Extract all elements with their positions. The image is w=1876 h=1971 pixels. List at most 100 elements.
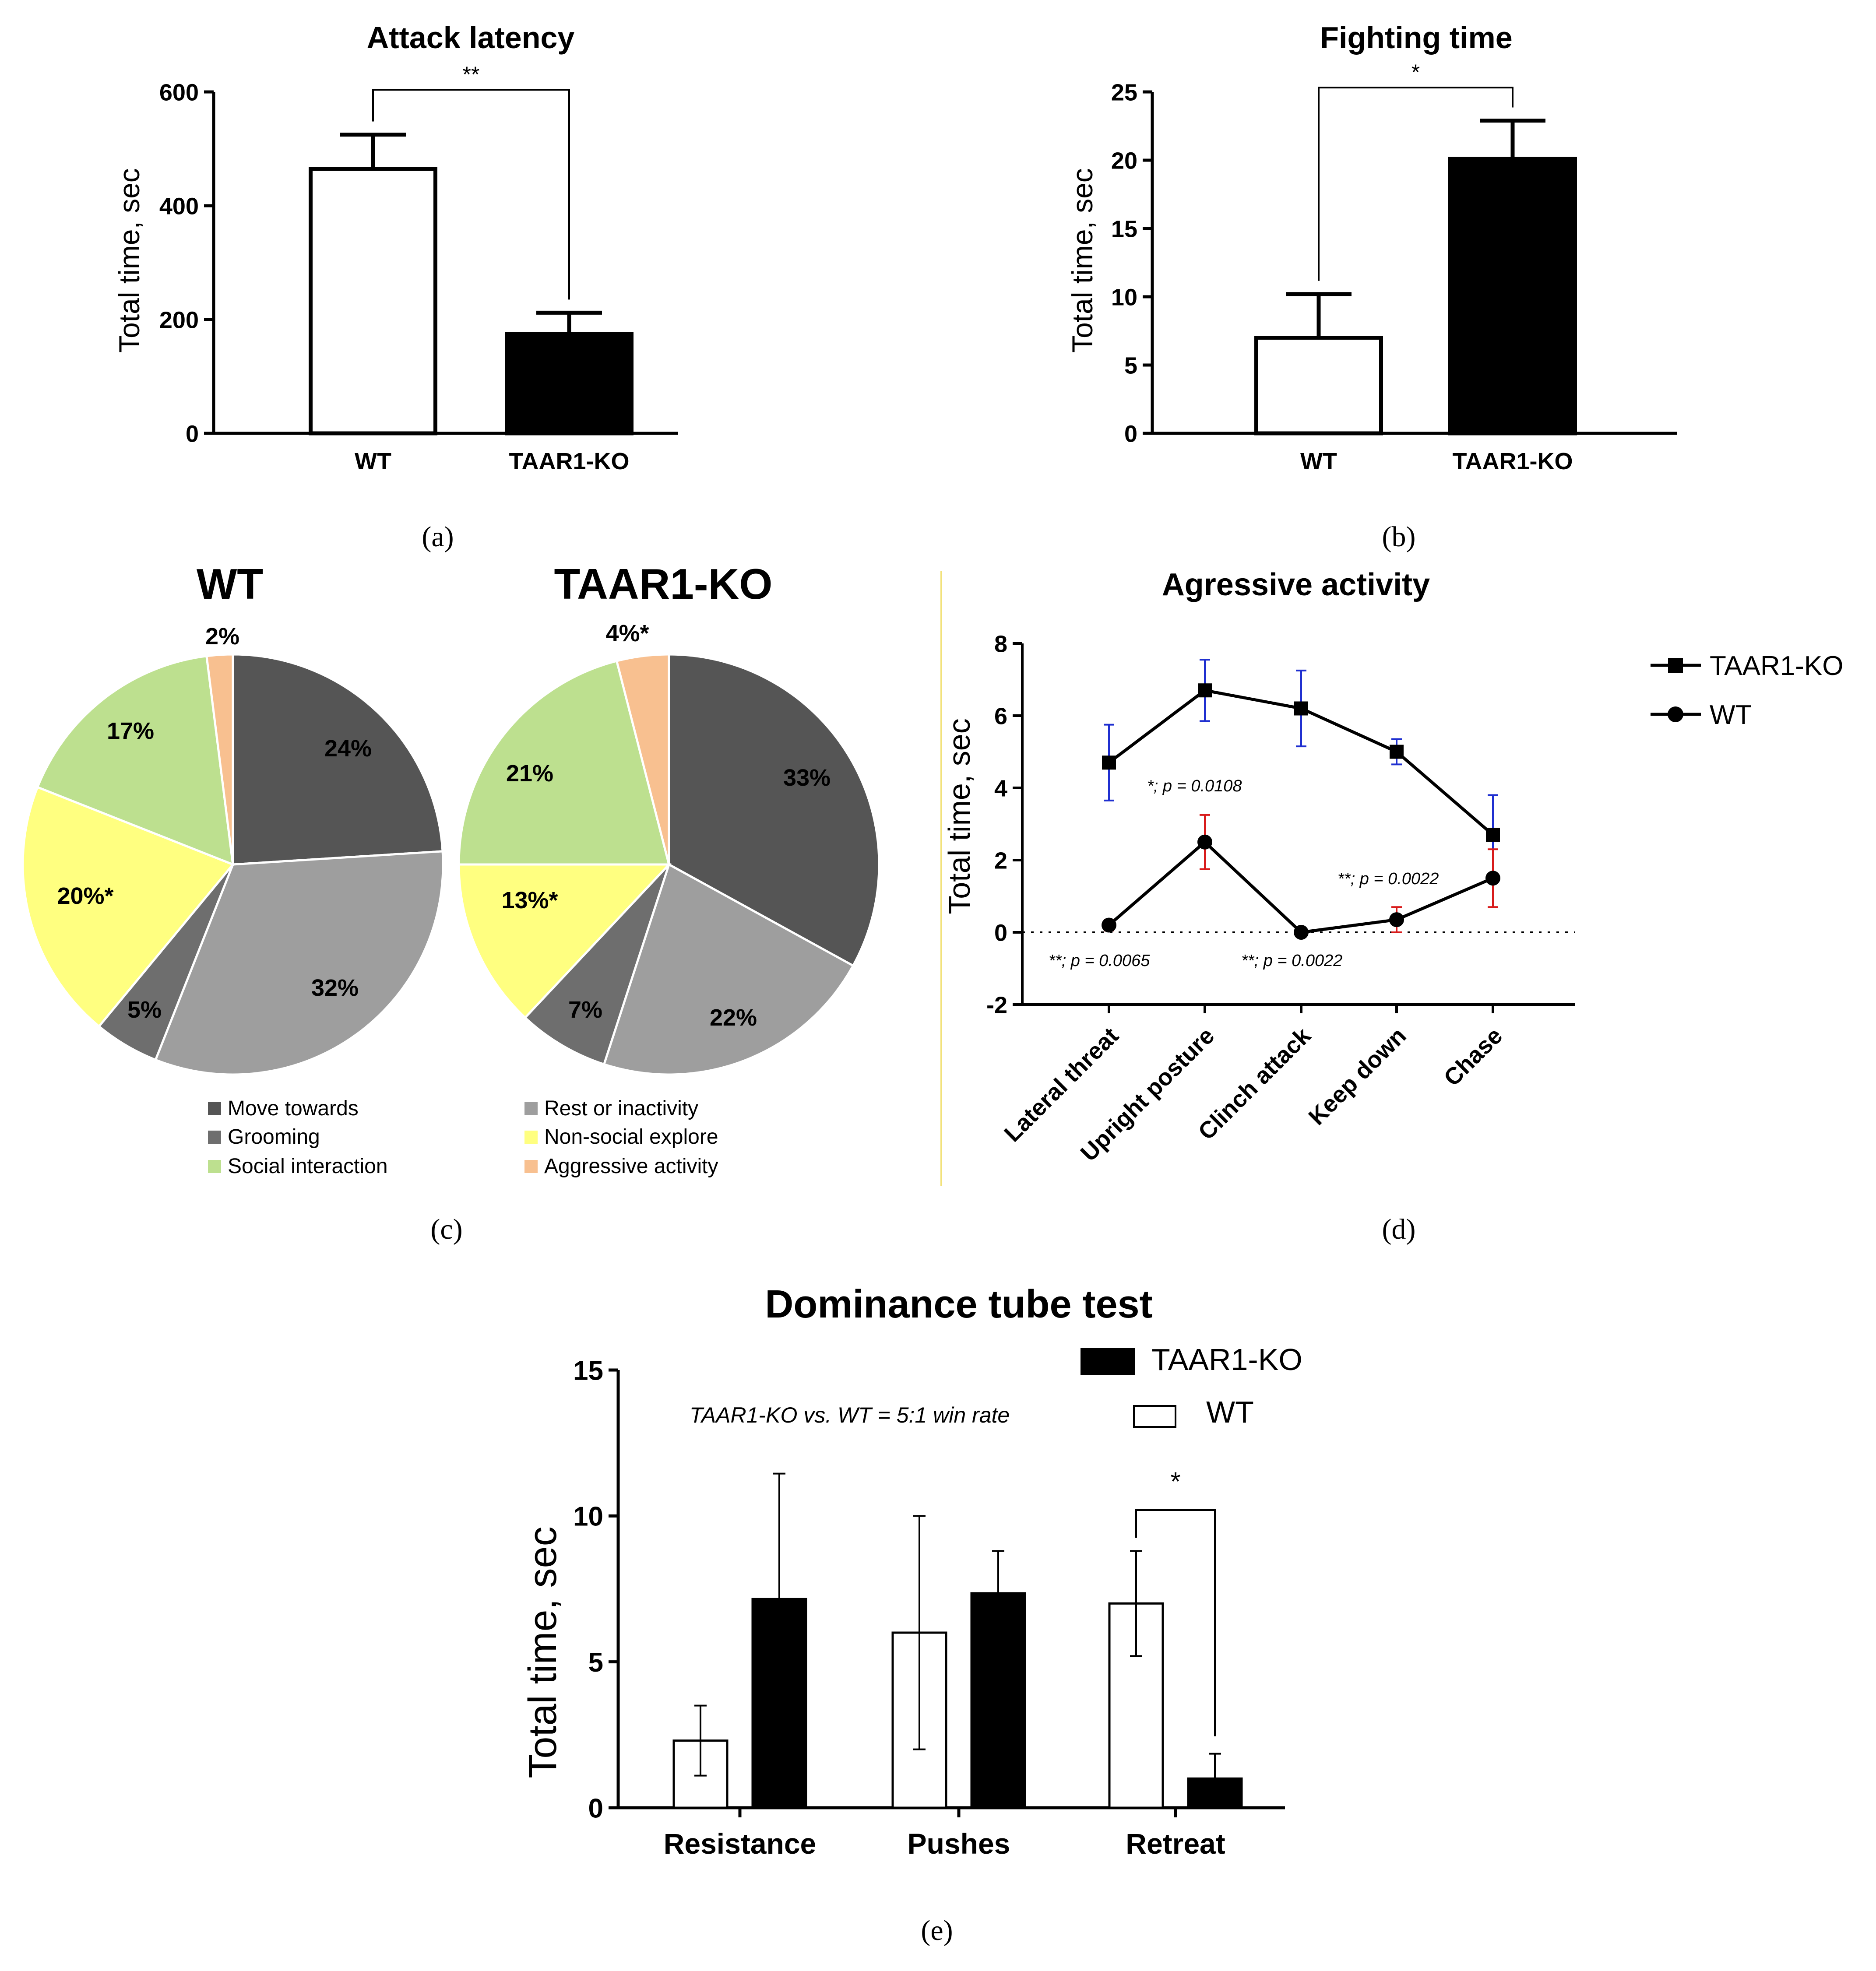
p-value-annotation: **; p = 0.0022 <box>1241 952 1342 970</box>
panel-e-label: (e) <box>921 1915 953 1946</box>
data-point-square <box>1390 745 1404 759</box>
p-value-annotation: **; p = 0.0022 <box>1337 870 1439 888</box>
legend-label: WT <box>1206 1395 1254 1429</box>
panel-a-title: Attack latency <box>367 21 575 55</box>
panel-e-legend: TAAR1-KO WT <box>1081 1342 1302 1429</box>
panel-e-bars: * <box>672 1467 1243 1809</box>
significance-bracket <box>1135 1509 1216 1736</box>
legend-marker-circle <box>1668 706 1683 722</box>
y-tick-label: 5 <box>588 1648 603 1678</box>
data-point-circle <box>1294 925 1309 940</box>
legend-swatch <box>1133 1405 1176 1428</box>
panel-d-label: (d) <box>1382 1213 1416 1245</box>
x-tick-label: WT <box>355 448 391 474</box>
y-tick-label: 600 <box>159 79 199 105</box>
x-tick-label: Keep down <box>1303 1022 1411 1130</box>
pie-slice <box>232 653 444 866</box>
legend-label: Aggressive activity <box>544 1155 718 1178</box>
data-point-square <box>1102 755 1116 770</box>
significance-marker: * <box>1411 60 1420 84</box>
panel-b-label: (b) <box>1382 521 1416 553</box>
panel-b-ylabel: Total time, sec <box>1066 168 1098 353</box>
y-tick-label: 0 <box>186 421 199 447</box>
legend-label: Move towards <box>228 1097 359 1120</box>
y-tick-label: 0 <box>994 920 1007 946</box>
legend-label: TAAR1-KO <box>1710 651 1843 681</box>
legend-swatch <box>524 1102 538 1115</box>
pie-slice-label: 32% <box>311 975 359 1001</box>
legend-label: TAAR1-KO <box>1151 1342 1302 1377</box>
y-tick-label: 200 <box>159 307 199 333</box>
panel-b-bars: * <box>1254 60 1577 436</box>
y-tick-label: 20 <box>1111 148 1137 174</box>
pie-slice <box>36 654 235 866</box>
data-point-square <box>1486 828 1500 842</box>
pie-slice-label: 24% <box>324 735 372 762</box>
legend-label: WT <box>1710 700 1752 730</box>
significance-marker: * <box>1170 1467 1180 1496</box>
pie-slice <box>615 653 670 865</box>
bar <box>1448 157 1577 436</box>
y-tick-label: 4 <box>994 775 1007 801</box>
panel-d-ylabel: Total time, sec <box>942 718 976 914</box>
legend-label: Grooming <box>228 1125 320 1149</box>
legend-marker-square <box>1668 658 1683 673</box>
pie-slice <box>21 786 235 1028</box>
legend-swatch <box>524 1160 538 1173</box>
pie-slice-label: 20%* <box>57 883 113 909</box>
pie-slice <box>205 653 234 865</box>
y-tick-label: 0 <box>1124 421 1137 447</box>
data-point-circle <box>1102 917 1116 933</box>
y-tick-label: 15 <box>1111 216 1137 242</box>
pie-wt: 24% 32% 5% 20%* 17% 2% <box>21 623 444 1076</box>
data-point-square <box>1198 683 1212 698</box>
x-tick-label: TAAR1-KO <box>1453 448 1573 474</box>
data-point-circle <box>1197 834 1212 850</box>
pie-slice-label: 22% <box>710 1005 757 1031</box>
y-tick-label: 0 <box>588 1793 603 1823</box>
panel-a-label: (a) <box>422 521 454 553</box>
x-tick-label: Pushes <box>908 1827 1010 1860</box>
significance-bracket <box>372 89 570 300</box>
bar <box>505 332 634 436</box>
bar <box>1254 336 1383 436</box>
panel-d-title: Agressive activity <box>1162 567 1430 602</box>
x-tick-label: Retreat <box>1126 1827 1225 1860</box>
legend-swatch <box>524 1131 538 1144</box>
panel-c-pie-charts: WT TAAR1-KO 24% 32% 5% 20%* 17% 2% 33% 22% 7% 13… <box>21 560 880 1245</box>
pie-slice <box>602 863 855 1076</box>
pie-ko-title: TAAR1-KO <box>554 560 772 608</box>
pie-slice-label: 21% <box>506 760 553 787</box>
y-tick-label: 15 <box>573 1356 603 1386</box>
panel-e-title: Dominance tube test <box>765 1282 1152 1326</box>
y-tick-label: 2 <box>994 847 1007 874</box>
y-tick-label: 8 <box>994 631 1007 657</box>
panel-a-axes: 0 200 400 600 WT TAAR1-KO <box>159 79 678 474</box>
panel-d-lines <box>1102 659 1500 940</box>
pie-slice <box>97 864 234 1061</box>
panel-b-fighting-time: Fighting time Total time, sec 0 5 10 15 20 25… <box>1066 21 1677 553</box>
legend-swatch <box>208 1131 221 1144</box>
bar <box>309 167 437 436</box>
pie-ko: 33% 22% 7% 13%* 21% 4%* <box>458 620 880 1076</box>
x-tick-label: Resistance <box>664 1827 817 1860</box>
pie-slice-label: 4%* <box>605 620 649 646</box>
pie-slice-label: 7% <box>568 997 602 1023</box>
y-tick-label: -2 <box>986 992 1007 1018</box>
legend-label: Rest or inactivity <box>544 1097 698 1120</box>
y-tick-label: 25 <box>1111 79 1137 105</box>
legend-label: Social interaction <box>228 1155 388 1178</box>
x-tick-label: TAAR1-KO <box>509 448 630 474</box>
y-tick-label: 400 <box>159 193 199 219</box>
data-point-square <box>1294 701 1308 716</box>
pie-slice-label: 2% <box>205 623 239 650</box>
y-tick-label: 10 <box>1111 284 1137 310</box>
data-point-circle <box>1485 871 1500 886</box>
pie-slice-label: 5% <box>127 997 162 1023</box>
panel-e-ylabel: Total time, sec <box>521 1526 565 1778</box>
panel-c-label: (c) <box>430 1213 462 1245</box>
significance-bracket <box>1318 87 1513 281</box>
panel-d-legend: TAAR1-KO WT <box>1651 651 1843 730</box>
pie-slice <box>458 660 671 866</box>
